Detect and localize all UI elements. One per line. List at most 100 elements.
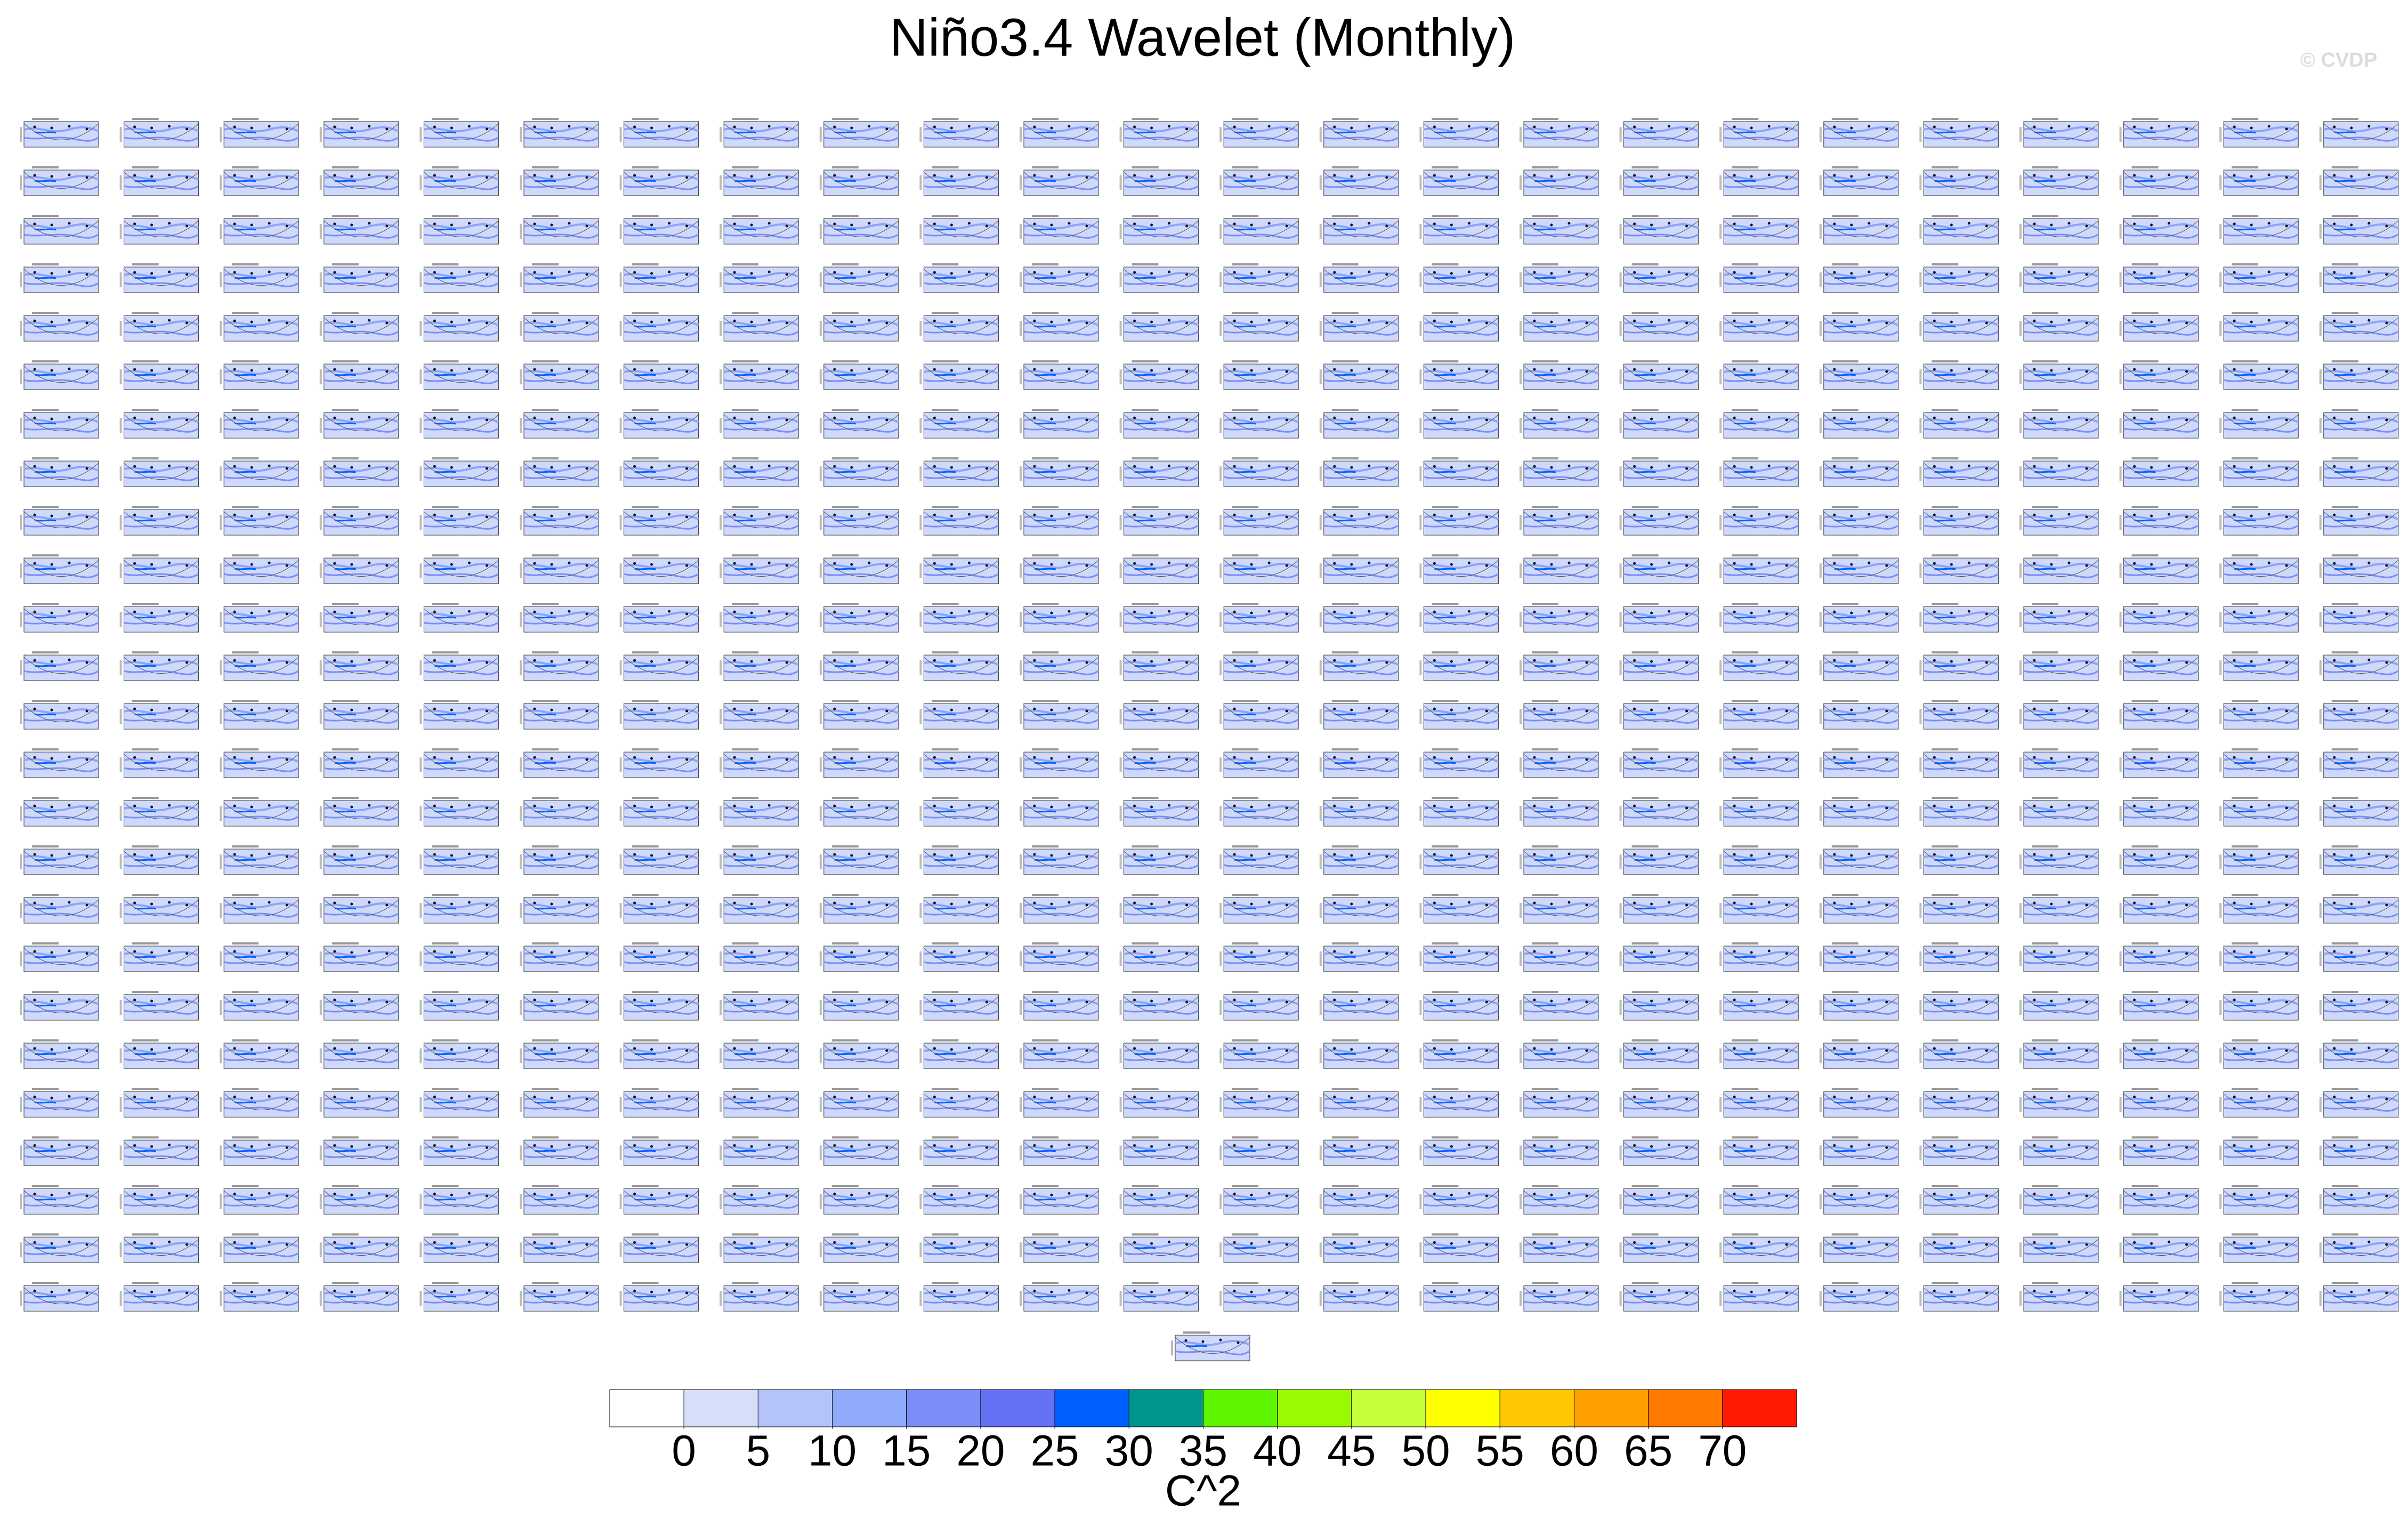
wavelet-panel <box>818 213 900 247</box>
wavelet-panel <box>1718 941 1800 974</box>
wavelet-panel <box>718 844 800 877</box>
wavelet-panel <box>1118 262 1200 295</box>
wavelet-panel <box>918 1280 1000 1314</box>
wavelet-panel <box>1918 601 2000 635</box>
wavelet-panel <box>118 698 200 732</box>
wavelet-panel <box>1118 941 1200 974</box>
wavelet-panel <box>1518 747 1599 780</box>
wavelet-panel <box>418 359 500 392</box>
wavelet-panel <box>418 650 500 683</box>
colorbar: 0 5 10 15 20 25 30 35 40 45 50 55 60 65 70 C^2 <box>609 1389 1797 1515</box>
wavelet-panel <box>1518 989 1599 1023</box>
wavelet-panel <box>918 1086 1000 1120</box>
wavelet-panel <box>2018 601 2099 635</box>
wavelet-panel <box>2318 504 2399 538</box>
wavelet-panel <box>318 892 400 926</box>
wavelet-panel <box>2118 1135 2200 1168</box>
wavelet-panel <box>1218 116 1300 150</box>
wavelet-panel <box>1318 989 1400 1023</box>
wavelet-panel <box>1218 407 1300 441</box>
wavelet-panel <box>918 310 1000 344</box>
wavelet-panel <box>1918 844 2000 877</box>
wavelet-panel <box>1318 1135 1400 1168</box>
wavelet-panel <box>1118 892 1200 926</box>
wavelet-panel <box>2218 359 2300 392</box>
wavelet-panel <box>718 262 800 295</box>
wavelet-panel <box>219 407 300 441</box>
colorbar-box <box>1722 1389 1797 1427</box>
wavelet-panel <box>19 1038 100 1071</box>
wavelet-panel <box>1718 1232 1800 1265</box>
wavelet-panel <box>1818 407 1900 441</box>
wavelet-panel <box>618 747 700 780</box>
wavelet-panel <box>318 213 400 247</box>
wavelet-panel <box>1218 601 1300 635</box>
wavelet-panel <box>818 941 900 974</box>
wavelet-panel <box>2218 1086 2300 1120</box>
wavelet-panel <box>2118 698 2200 732</box>
wavelet-panel <box>1618 1135 1700 1168</box>
wavelet-panel <box>1418 359 1500 392</box>
wavelet-panel <box>618 989 700 1023</box>
wavelet-panel <box>219 601 300 635</box>
wavelet-panel <box>1418 553 1500 586</box>
wavelet-panel <box>818 553 900 586</box>
wavelet-panel <box>418 747 500 780</box>
wavelet-panel <box>2318 698 2399 732</box>
wavelet-panel <box>219 844 300 877</box>
wavelet-panel <box>219 941 300 974</box>
wavelet-panel <box>2118 650 2200 683</box>
wavelet-panel <box>1418 1183 1500 1217</box>
wavelet-panel <box>918 1038 1000 1071</box>
wavelet-panel <box>318 1280 400 1314</box>
wavelet-panel <box>1518 262 1599 295</box>
wavelet-panel <box>2018 747 2099 780</box>
wavelet-panel <box>1918 456 2000 489</box>
wavelet-panel <box>418 407 500 441</box>
wavelet-panel <box>1218 310 1300 344</box>
wavelet-panel <box>219 1280 300 1314</box>
wavelet-panel <box>519 601 600 635</box>
wavelet-panel <box>1418 116 1500 150</box>
wavelet-panel <box>1318 941 1400 974</box>
colorbar-box <box>683 1389 758 1427</box>
wavelet-panel <box>1318 310 1400 344</box>
wavelet-panel <box>2018 1038 2099 1071</box>
wavelet-panel <box>818 310 900 344</box>
wavelet-panel <box>1418 844 1500 877</box>
wavelet-panel <box>118 1086 200 1120</box>
wavelet-panel <box>1418 892 1500 926</box>
wavelet-panel <box>1818 747 1900 780</box>
wavelet-panel <box>2218 310 2300 344</box>
wavelet-panel <box>1118 650 1200 683</box>
wavelet-panel <box>1318 165 1400 198</box>
wavelet-panel <box>1019 941 1100 974</box>
wavelet-panel <box>1318 1232 1400 1265</box>
wavelet-panel <box>1218 747 1300 780</box>
wavelet-panel <box>418 213 500 247</box>
wavelet-panel <box>1418 698 1500 732</box>
wavelet-panel <box>318 941 400 974</box>
wavelet-panel <box>118 844 200 877</box>
wavelet-panel <box>818 844 900 877</box>
wavelet-panel <box>1118 747 1200 780</box>
wavelet-panel <box>118 407 200 441</box>
wavelet-panel <box>418 1038 500 1071</box>
wavelet-panel <box>1818 1038 1900 1071</box>
wavelet-panel <box>2018 359 2099 392</box>
wavelet-panel <box>519 795 600 829</box>
colorbar-box <box>832 1389 907 1427</box>
wavelet-panel <box>1118 989 1200 1023</box>
wavelet-panel <box>2318 1280 2399 1314</box>
wavelet-panel <box>1019 1038 1100 1071</box>
wavelet-panel <box>618 941 700 974</box>
wavelet-panel <box>1118 456 1200 489</box>
wavelet-panel <box>618 456 700 489</box>
wavelet-panel <box>1318 456 1400 489</box>
wavelet-panel <box>1518 941 1599 974</box>
wavelet-panel <box>1518 1086 1599 1120</box>
wavelet-panel <box>219 213 300 247</box>
wavelet-panel <box>618 359 700 392</box>
wavelet-panel <box>418 165 500 198</box>
wavelet-panel <box>918 941 1000 974</box>
